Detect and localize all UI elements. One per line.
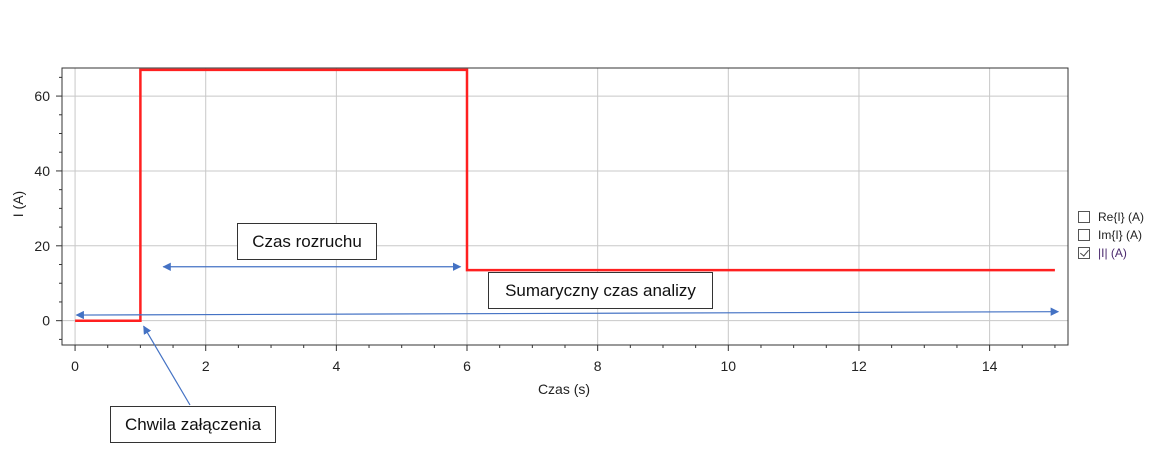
y-axis-title: I (A) — [10, 191, 26, 217]
x-tick-label: 14 — [982, 358, 998, 374]
x-tick-label: 6 — [463, 358, 471, 374]
y-tick-label: 20 — [34, 238, 50, 254]
x-tick-label: 4 — [332, 358, 340, 374]
series-line-abs-current — [75, 68, 1055, 322]
legend-label-re: Re{I} (A) — [1098, 210, 1145, 224]
annotation-chwila-zalaczenia: Chwila załączenia — [110, 406, 276, 443]
legend-item-re[interactable]: Re{I} (A) — [1078, 208, 1144, 226]
x-axis-title: Czas (s) — [538, 381, 590, 397]
annotation-czas-rozruchu: Czas rozruchu — [237, 223, 377, 260]
legend-label-abs: |I| (A) — [1098, 246, 1127, 260]
y-tick-label: 0 — [42, 313, 50, 329]
arrow-sumaryczny-czas — [75, 307, 1060, 320]
legend-item-abs[interactable]: |I| (A) — [1078, 244, 1144, 262]
y-tick-label: 60 — [34, 88, 50, 104]
grid — [62, 68, 1068, 345]
arrow-chwila-zalaczenia — [143, 325, 191, 406]
legend-label-im: Im{I} (A) — [1098, 228, 1143, 242]
x-tick-label: 0 — [71, 358, 79, 374]
x-tick-label: 12 — [851, 358, 867, 374]
x-tick-label: 8 — [594, 358, 602, 374]
x-tick-label: 10 — [721, 358, 737, 374]
checkbox-im[interactable] — [1078, 229, 1090, 241]
series-layer — [75, 68, 1055, 322]
axes: 0 2 4 6 8 10 12 14 0 20 40 60 — [34, 67, 1069, 374]
y-tick-label: 40 — [34, 163, 50, 179]
x-tick-label: 2 — [202, 358, 210, 374]
checkbox-abs[interactable] — [1078, 247, 1090, 259]
annotation-czas-rozruchu-text: Czas rozruchu — [252, 231, 362, 251]
annotation-chwila-zalaczenia-text: Chwila załączenia — [124, 414, 262, 434]
legend: Re{I} (A) Im{I} (A) |I| (A) — [1078, 208, 1144, 262]
annotation-sumaryczny-czas-text: Sumaryczny czas analizy — [505, 280, 696, 300]
checkbox-re[interactable] — [1078, 211, 1090, 223]
legend-item-im[interactable]: Im{I} (A) — [1078, 226, 1144, 244]
annotation-arrows — [75, 262, 1060, 406]
annotation-sumaryczny-czas: Sumaryczny czas analizy — [488, 272, 713, 309]
